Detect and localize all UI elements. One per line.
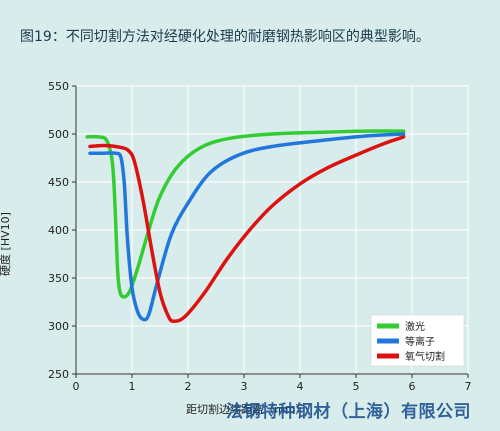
y-tick-label: 550 [48, 80, 69, 93]
legend-label-1: 等离子 [405, 335, 435, 348]
x-tick-label: 2 [185, 380, 192, 393]
series-line-2 [88, 135, 406, 323]
y-tick-label: 350 [48, 272, 69, 285]
x-tick-label: 7 [465, 380, 472, 393]
legend-label-2: 氧气切割 [405, 350, 445, 363]
y-tick-label: 500 [48, 128, 69, 141]
x-tick-label: 6 [409, 380, 416, 393]
chart-title: 图19：不同切割方法对经硬化处理的耐磨钢热影响区的典型影响。 [20, 29, 430, 45]
watermark-text: 法钢特种钢材（上海）有限公司 [226, 402, 471, 422]
series-layer [85, 129, 406, 323]
y-tick-label: 300 [48, 320, 69, 333]
series-line-1 [88, 132, 406, 322]
y-axis-label: 硬度 [HV10] [0, 212, 12, 276]
y-tick-label: 250 [48, 368, 69, 381]
x-tick-label: 5 [353, 380, 360, 393]
axis-layer: 250 300 350 400 450 500 550 0 1 2 3 4 5 6 7 [48, 80, 472, 393]
y-tick-label: 450 [48, 176, 69, 189]
y-tick-label: 400 [48, 224, 69, 237]
x-tick-label: 3 [241, 380, 248, 393]
x-axis-label: 距切割边缘距离（mm） [186, 403, 307, 416]
legend-label-0: 激光 [405, 320, 425, 333]
x-tick-label: 0 [73, 380, 80, 393]
x-tick-label: 1 [129, 380, 136, 393]
series-line-0 [85, 129, 406, 299]
x-tick-label: 4 [297, 380, 304, 393]
